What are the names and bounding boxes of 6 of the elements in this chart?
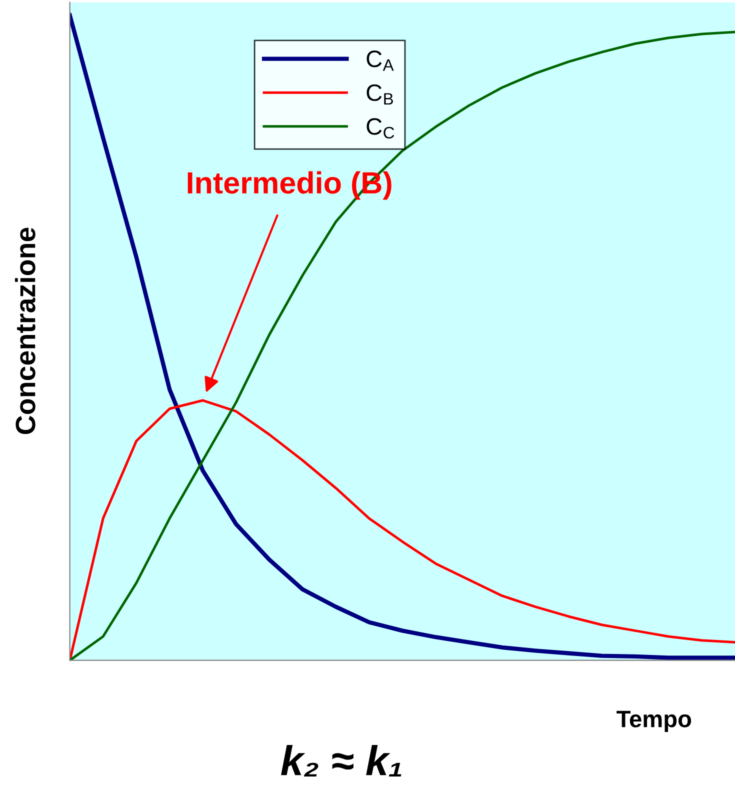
text: k₂ ≈ k₁ xyxy=(281,744,402,777)
legend-label: C$_{B}$ xyxy=(366,84,393,105)
y-axis-title: Concentrazione xyxy=(14,228,36,434)
legend-label: C$_{A}$ xyxy=(366,50,394,71)
x-axis-title: Tempo xyxy=(616,710,692,732)
legend-label: C$_{C}$ xyxy=(366,118,394,139)
